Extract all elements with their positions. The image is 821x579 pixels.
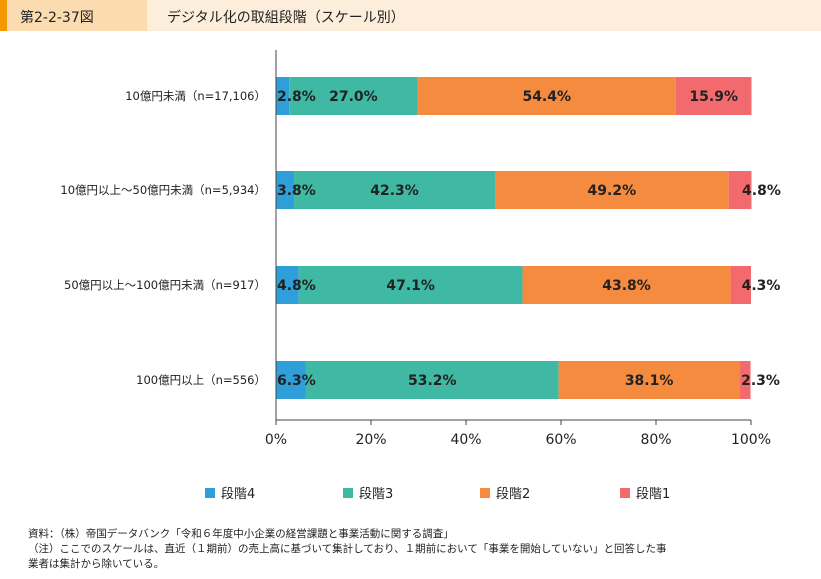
- x-tick-label: 100%: [731, 432, 771, 448]
- data-label: 43.8%: [602, 278, 651, 294]
- note-line: 業者は集計から除いている。: [28, 558, 165, 570]
- data-label: 53.2%: [408, 373, 457, 389]
- legend-label-stage1: 段階1: [636, 487, 671, 502]
- legend-label-stage2: 段階2: [496, 487, 531, 502]
- bar-segment-stage3: [294, 171, 495, 209]
- data-label: 54.4%: [522, 89, 571, 105]
- x-tick-label: 20%: [355, 432, 386, 448]
- legend-item-stage4: 段階4: [205, 483, 255, 502]
- legend-item-stage2: 段階2: [480, 483, 530, 502]
- legend-item-stage3: 段階3: [343, 483, 393, 502]
- header-label-box: [7, 0, 147, 31]
- data-label: 4.8%: [277, 278, 316, 294]
- stacked-bar-chart: 10億円未満（n=17,106） 10億円以上～50億円未満（n=5,934） 50…: [60, 50, 781, 448]
- data-label: 2.8%: [277, 89, 316, 105]
- figure-title: デジタル化の取組段階（スケール別）: [167, 10, 405, 26]
- data-label: 49.2%: [588, 183, 637, 199]
- category-label: 10億円以上～50億円未満（n=5,934）: [60, 183, 266, 197]
- data-label: 2.3%: [741, 373, 780, 389]
- data-label: 47.1%: [386, 278, 435, 294]
- legend-swatch-stage1: [620, 487, 630, 498]
- bar-segment-stage3: [298, 266, 523, 304]
- legend-label-stage3: 段階3: [359, 487, 394, 502]
- bar-segment-stage1: [739, 361, 751, 399]
- data-label: 4.8%: [742, 183, 781, 199]
- bar-segment-stage3: [305, 361, 559, 399]
- legend-swatch-stage2: [480, 487, 490, 498]
- source-notes: 資料：（株）帝国データバンク「令和６年度中小企業の経営課題と事業活動に関する調査…: [28, 527, 667, 572]
- data-label: 4.3%: [742, 278, 781, 294]
- bar-segment-stage2: [417, 77, 676, 115]
- chart-legend: 段階4 段階3 段階2 段階1: [0, 483, 821, 503]
- x-tick-label: 40%: [450, 432, 481, 448]
- note-line: （注）ここでのスケールは、直近（１期前）の売上高に基づいて集計しており、１期前に…: [28, 543, 667, 555]
- header-accent-bar: [0, 0, 7, 31]
- bar-segment-stage4: [276, 77, 290, 115]
- bar-segment-stage4: [276, 171, 295, 209]
- bar-segment-stage4: [276, 361, 306, 399]
- bar-segment-stage1: [675, 77, 752, 115]
- bar-segment-stage2: [558, 361, 740, 399]
- bar-segment-stage2: [494, 171, 729, 209]
- data-label: 3.8%: [277, 183, 316, 199]
- data-label: 6.3%: [277, 373, 316, 389]
- x-tick-label: 80%: [640, 432, 671, 448]
- bar-segment-stage3: [289, 77, 418, 115]
- category-label: 100億円以上（n=556）: [136, 373, 266, 387]
- data-label: 27.0%: [329, 89, 378, 105]
- bar-segment-stage4: [276, 266, 299, 304]
- bar-segment-stage2: [522, 266, 731, 304]
- x-tick-label: 0%: [265, 432, 287, 448]
- category-label: 50億円以上～100億円未満（n=917）: [64, 278, 266, 292]
- header-title-box: [147, 0, 821, 31]
- data-label: 42.3%: [370, 183, 419, 199]
- bar-segment-stage1: [730, 266, 751, 304]
- legend-swatch-stage4: [205, 487, 215, 498]
- x-tick-label: 60%: [545, 432, 576, 448]
- figure-label: 第2-2-37図: [20, 10, 94, 26]
- category-label: 10億円未満（n=17,106）: [125, 89, 266, 103]
- legend-label-stage4: 段階4: [221, 487, 256, 502]
- legend-item-stage1: 段階1: [620, 483, 670, 502]
- legend-swatch-stage3: [343, 487, 353, 498]
- figure-header: 第2-2-37図 デジタル化の取組段階（スケール別）: [0, 0, 821, 31]
- source-note-line: 資料：（株）帝国データバンク「令和６年度中小企業の経営課題と事業活動に関する調査…: [28, 528, 454, 540]
- data-label: 38.1%: [625, 373, 674, 389]
- data-label: 15.9%: [689, 89, 738, 105]
- bar-segment-stage1: [728, 171, 752, 209]
